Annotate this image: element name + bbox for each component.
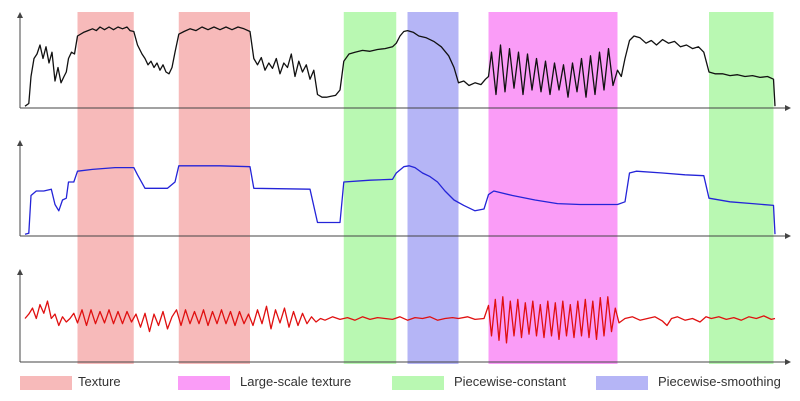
- legend-label-piecewise-smoothing: Piecewise-smoothing: [658, 374, 781, 389]
- region-texture-1: [178, 12, 250, 364]
- y-axis-arrow-1: [17, 12, 23, 18]
- line-smoothed: [24, 165, 776, 235]
- x-axis-arrow-2: [785, 233, 791, 239]
- region-piecewise-constant-2: [343, 12, 397, 364]
- region-bands: [77, 12, 774, 364]
- y-axis-arrow-2: [17, 140, 23, 146]
- legend-label-large-scale-texture: Large-scale texture: [240, 374, 352, 389]
- y-axis-arrow-3: [17, 269, 23, 275]
- legend-swatch-texture: [20, 376, 72, 390]
- signal-lines: [24, 26, 776, 344]
- legend-swatch-piecewise-smoothing: [596, 376, 648, 390]
- region-texture-0: [77, 12, 134, 364]
- line-residual: [24, 296, 776, 344]
- legend-label-piecewise-constant: Piecewise-constant: [454, 374, 566, 389]
- axes: [17, 12, 791, 365]
- region-piecewise-smoothing-3: [407, 12, 459, 364]
- region-piecewise-constant-5: [709, 12, 774, 364]
- legend-label-texture: Texture: [78, 374, 121, 389]
- legend-swatch-piecewise-constant: [392, 376, 444, 390]
- x-axis-arrow-3: [785, 359, 791, 365]
- x-axis-arrow-1: [785, 105, 791, 111]
- legend-swatch-large-scale-texture: [178, 376, 230, 390]
- line-original: [24, 26, 776, 107]
